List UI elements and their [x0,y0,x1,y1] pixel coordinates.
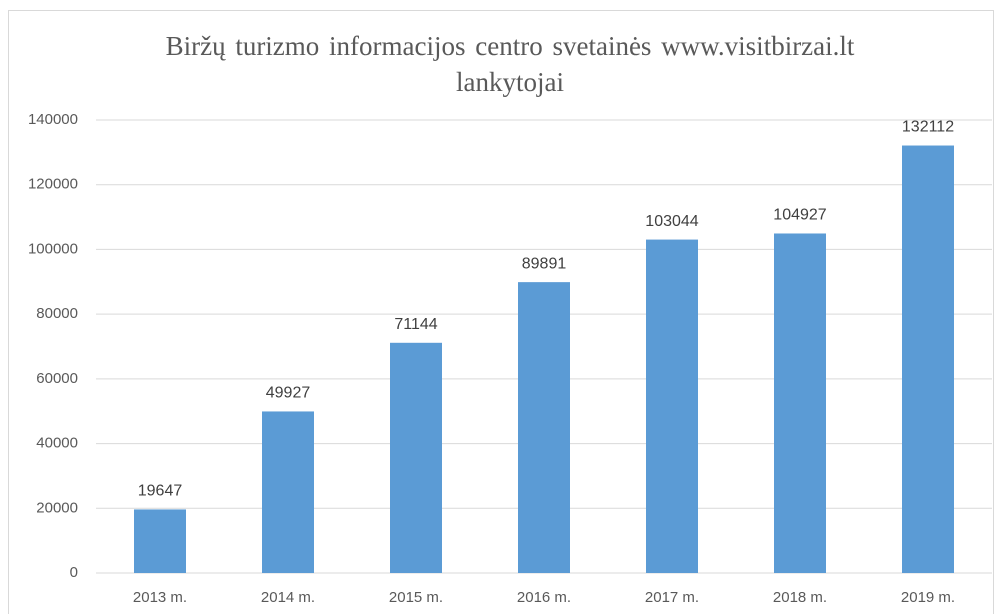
y-tick-label: 100000 [28,240,78,257]
y-tick-label: 140000 [28,111,78,128]
chart-title: Biržų turizmo informacijos centro svetai… [165,31,855,97]
bar [518,282,570,573]
x-tick-label: 2019 m. [901,589,955,606]
x-tick-label: 2016 m. [517,589,571,606]
bar [390,342,442,573]
bar [774,233,826,573]
data-label: 132112 [902,119,954,136]
bar [262,411,314,573]
bar [902,145,954,573]
data-label: 103044 [645,213,698,230]
y-tick-label: 60000 [36,370,78,387]
data-label: 89891 [522,255,567,272]
data-label: 104927 [773,207,826,224]
bar [134,509,186,573]
x-tick-label: 2013 m. [133,589,187,606]
y-tick-label: 0 [70,564,78,581]
y-tick-label: 40000 [36,435,78,452]
x-tick-label: 2014 m. [261,589,315,606]
data-label: 19647 [138,483,183,500]
x-tick-label: 2015 m. [389,589,443,606]
data-label: 71144 [394,316,437,333]
x-tick-label: 2018 m. [773,589,827,606]
y-tick-label: 80000 [36,305,78,322]
data-label: 49927 [266,385,311,402]
x-tick-label: 2017 m. [645,589,699,606]
bar [646,239,698,574]
y-tick-label: 120000 [28,176,78,193]
y-tick-label: 20000 [36,499,78,516]
